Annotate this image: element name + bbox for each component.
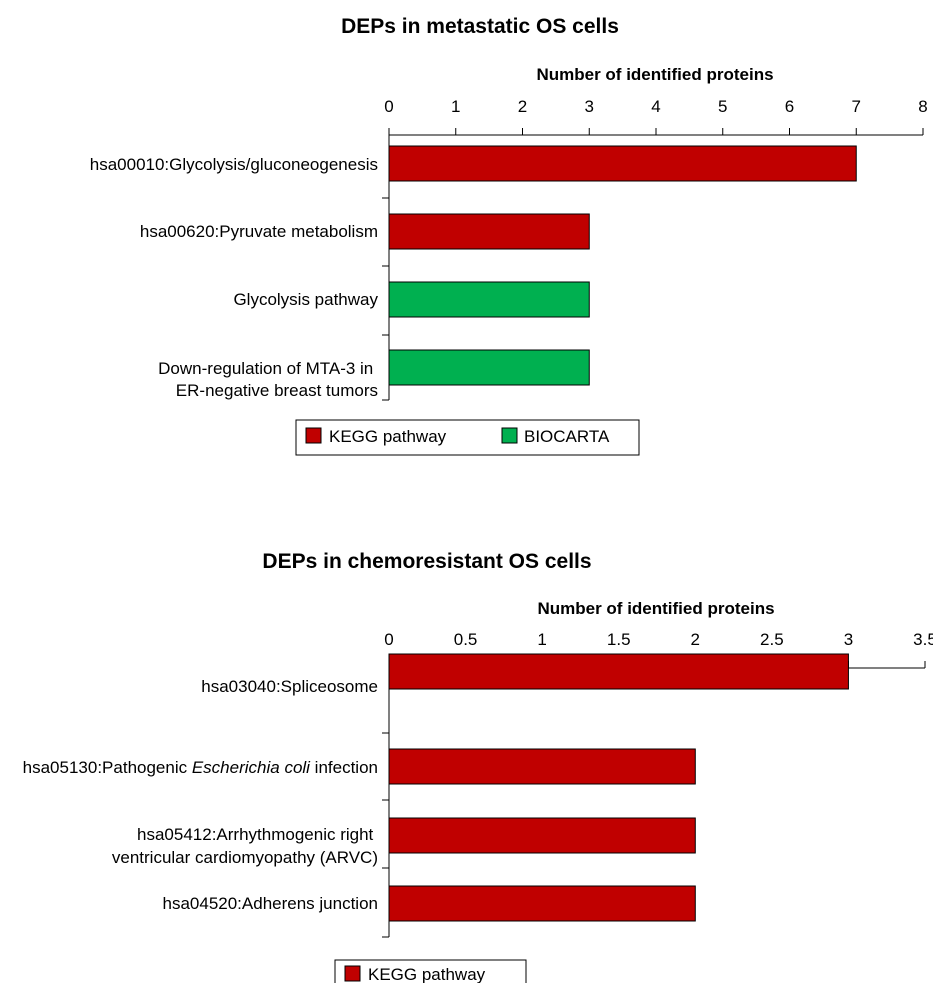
x-tick-label: 3.5: [913, 630, 933, 649]
x-tick-label: 2: [518, 97, 527, 116]
x-tick-label: 0.5: [454, 630, 478, 649]
x-tick-label: 1.5: [607, 630, 631, 649]
legend-box: [295, 419, 640, 456]
bars: [388, 653, 849, 922]
chart-title: DEPs in chemoresistant OS cells: [262, 550, 591, 573]
bar: [388, 145, 857, 182]
x-tick-label: 0: [384, 97, 393, 116]
x-axis-title: Number of identified proteins: [536, 65, 773, 84]
legend: KEGG pathway BIOCARTA: [295, 419, 640, 456]
legend: KEGG pathway: [334, 959, 527, 983]
category-label-2: hsa05130:Pathogenic Escherichia coli inf…: [23, 758, 378, 777]
bar: [388, 817, 696, 854]
bar: [388, 349, 590, 386]
x-tick-label: 8: [918, 97, 927, 116]
legend-box: [334, 959, 527, 983]
chart-title: DEPs in metastatic OS cells: [341, 15, 619, 38]
x-axis: 0 1 2 3 4 5 6 7 8: [384, 97, 928, 136]
category-label-4: hsa04520:Adherens junction: [163, 894, 379, 913]
x-tick-label: 0: [384, 630, 393, 649]
bar: [388, 213, 590, 250]
x-tick-label: 6: [785, 97, 794, 116]
legend-label-kegg: KEGG pathway: [368, 965, 486, 983]
legend-swatch-kegg: [344, 965, 361, 982]
category-label-1: hsa00010:Glycolysis/gluconeogenesis: [90, 155, 378, 174]
bars: [388, 145, 857, 386]
legend-label-biocarta: BIOCARTA: [524, 427, 610, 446]
category-labels: hsa00010:Glycolysis/gluconeogenesis hsa0…: [90, 155, 379, 400]
bar: [388, 885, 696, 922]
legend-swatch-kegg: [305, 427, 322, 444]
category-label-2: hsa00620:Pyruvate metabolism: [140, 222, 378, 241]
x-tick-label: 1: [451, 97, 460, 116]
chart-metastatic: DEPs in metastatic OS cells Number of id…: [90, 15, 928, 456]
x-axis-title: Number of identified proteins: [537, 599, 774, 618]
x-tick-label: 3: [585, 97, 594, 116]
x-tick-label: 1: [537, 630, 546, 649]
category-label-3: hsa05412:Arrhythmogenic right ventricula…: [112, 825, 378, 867]
x-tick-label: 5: [718, 97, 727, 116]
category-label-4: Down-regulation of MTA-3 in ER-negative …: [158, 359, 378, 400]
x-tick-label: 2.5: [760, 630, 784, 649]
bar: [388, 653, 849, 690]
y-axis: [382, 668, 390, 938]
x-tick-label: 2: [691, 630, 700, 649]
legend-swatch-biocarta: [501, 427, 518, 444]
x-tick-label: 3: [844, 630, 853, 649]
category-labels: hsa03040:Spliceosome hsa05130:Pathogenic…: [23, 677, 378, 913]
bar: [388, 281, 590, 318]
x-tick-label: 4: [651, 97, 660, 116]
category-label-3: Glycolysis pathway: [233, 290, 378, 309]
x-tick-label: 7: [852, 97, 861, 116]
chart-chemoresistant: DEPs in chemoresistant OS cells Number o…: [23, 550, 933, 983]
legend-label-kegg: KEGG pathway: [329, 427, 447, 446]
bar: [388, 748, 696, 785]
category-label-1: hsa03040:Spliceosome: [201, 677, 378, 696]
y-axis: [382, 135, 390, 401]
